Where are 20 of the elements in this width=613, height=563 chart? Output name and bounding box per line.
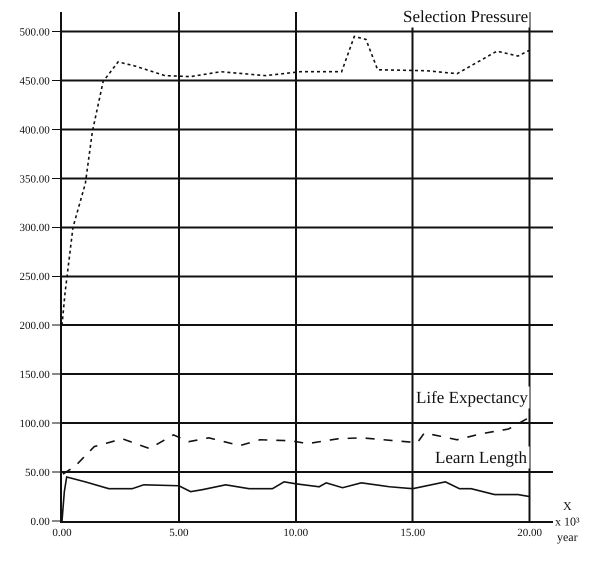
- y-tick-label: 350.00: [20, 173, 50, 186]
- y-tick-label: 300.00: [20, 222, 50, 234]
- y-tick-label: 50.00: [25, 466, 50, 479]
- x-axis-title: X x 10³ year: [555, 499, 580, 544]
- x-tick-label: 10.00: [283, 527, 309, 540]
- y-tick-label: 0.00: [30, 516, 50, 528]
- y-tick-label: 200.00: [20, 320, 50, 332]
- x-tick-label: 0.00: [52, 527, 72, 540]
- y-tick-label: 250.00: [20, 271, 50, 284]
- y-tick-label: 400.00: [20, 124, 50, 136]
- y-tick-label: 150.00: [20, 369, 50, 382]
- series-label: Life Expectancy: [416, 388, 528, 407]
- series-label: Learn Length: [435, 448, 528, 467]
- y-tick-label: 500.00: [20, 26, 50, 38]
- y-tick-label: 100.00: [20, 418, 50, 430]
- x-tick-label: 5.00: [169, 527, 190, 540]
- x-tick-label: 20.00: [517, 527, 542, 540]
- series-label: Selection Pressure: [403, 7, 528, 26]
- x-tick-label: 15.00: [400, 527, 426, 540]
- y-tick-label: 450.00: [20, 75, 50, 88]
